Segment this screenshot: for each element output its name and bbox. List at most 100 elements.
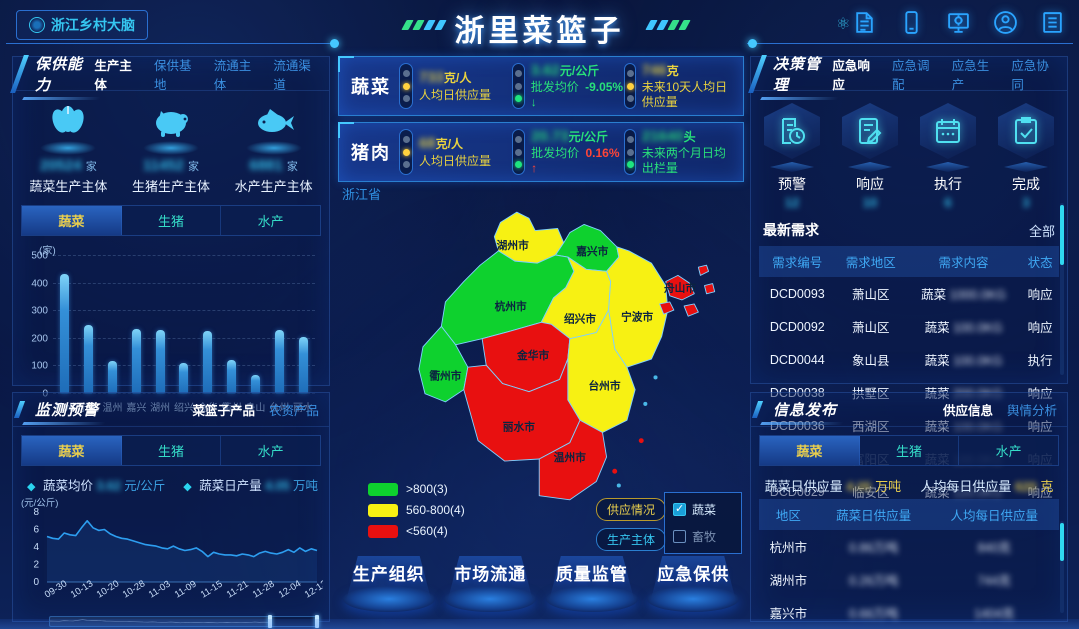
legend-daily-output[interactable]: ◆ 蔬菜日产量 4.05 万吨 (183, 479, 319, 493)
table-row[interactable]: 湖州市 0.26万吨 744克 (769, 574, 1011, 588)
info-scrollbar[interactable] (1060, 521, 1064, 613)
step-pedestal (770, 162, 814, 172)
map-region-taizhou[interactable] (567, 309, 636, 433)
svg-text:4: 4 (33, 542, 39, 553)
monitor-gear-icon[interactable] (946, 10, 971, 35)
checkbox-livestock[interactable]: 畜牧 (673, 528, 733, 545)
status-lights (399, 129, 413, 175)
table-row[interactable]: DCD0093 萧山区 蔬菜 1000.0KG 响应 (769, 286, 1053, 303)
production-org-button[interactable]: 生产组织 (341, 556, 437, 614)
subtab-aquatic[interactable]: 水产 (257, 214, 284, 229)
bar-台州[interactable] (274, 329, 284, 394)
toggle-supply-status[interactable]: 供应情况 (596, 498, 667, 521)
subtab-pig[interactable]: 生猪 (122, 206, 222, 235)
bar-绍兴[interactable] (179, 362, 189, 394)
bar-舟山[interactable] (250, 375, 260, 394)
tab-basket-products[interactable]: 菜篮子产品 (192, 404, 255, 418)
table-row[interactable]: 杭州市 0.86万吨 840克 (769, 541, 1011, 555)
stat-value: 68克/人 (419, 135, 464, 153)
tab-circulation-channel[interactable]: 流通渠道 (273, 58, 311, 92)
datazoom-handle-right[interactable] (315, 615, 319, 628)
bar-衢州[interactable] (227, 359, 237, 394)
brand-badge[interactable]: 浙江乡村大脑 (16, 10, 148, 40)
bar-宁波[interactable] (84, 325, 94, 394)
table-header-row: 地区 蔬菜日供应量 人均每日供应量 (759, 499, 1059, 530)
stat-label: 人均日供应量 (419, 87, 492, 102)
stat-vegetable-producers: 20524 家 蔬菜生产主体 (20, 101, 116, 195)
document-icon[interactable] (852, 10, 877, 35)
checkbox-vegetable[interactable]: 蔬菜 (673, 501, 733, 518)
toggle-producers[interactable]: 生产主体 (596, 528, 667, 551)
tab-emergency-coordination[interactable]: 应急协同 (1011, 58, 1049, 92)
subtab-vegetable[interactable]: 蔬菜 (760, 436, 860, 465)
phone-icon[interactable] (899, 10, 924, 35)
map-region-lishui[interactable] (463, 358, 581, 462)
decision-steps: 预警 12 响应 10 执行 6 完成 3 (751, 91, 1067, 210)
bar-嘉兴[interactable] (131, 329, 141, 394)
step-warning[interactable]: 预警 12 (757, 103, 827, 210)
info-publish-panel: 信息发布 供应信息 舆情分析 蔬菜 生猪 水产 蔬菜日供应量 4.05 万吨 人… (750, 392, 1068, 622)
y-axis-tick: 500 (31, 250, 48, 262)
stat-label: 未来两个月日均出栏量 (641, 146, 726, 176)
column-header: 状态 (1021, 246, 1059, 277)
map-region-zhoushan[interactable] (659, 264, 716, 317)
subtab-aquatic[interactable]: 水产 (995, 444, 1022, 459)
subtab-vegetable[interactable]: 蔬菜 (22, 206, 122, 235)
table-row[interactable]: DCD0029 临安区 蔬菜 120.0KG 响应 (769, 484, 1053, 501)
quality-supervision-button[interactable]: 质量监管 (544, 556, 640, 614)
table-header-row: 需求编号 需求地区 需求内容 状态 (759, 246, 1059, 277)
bar-温州[interactable] (108, 360, 118, 394)
table-row[interactable]: 嘉兴市 0.66万吨 1404克 (769, 607, 1015, 621)
stat-group: 733克/人 人均日供应量 (399, 63, 512, 109)
datazoom-handle-left[interactable] (267, 615, 272, 628)
step-response[interactable]: 响应 10 (835, 103, 905, 210)
subtab-aquatic[interactable]: 水产 (257, 444, 284, 459)
bar-丽水[interactable] (298, 337, 308, 394)
bar-金华[interactable] (203, 330, 213, 394)
x-axis-label: 衢州 (221, 403, 242, 414)
demand-scrollbar[interactable] (1060, 203, 1064, 375)
header: 浙江乡村大脑 浙里菜篮子 ⚛ (0, 0, 1079, 48)
datazoom-slider[interactable] (49, 615, 319, 628)
view-all-link[interactable]: 全部 (1028, 223, 1055, 239)
supply-subtabs: 蔬菜 生猪 水产 (21, 205, 321, 236)
map-region-ningbo[interactable] (606, 246, 669, 368)
tab-emergency-dispatch[interactable]: 应急调配 (892, 58, 930, 92)
step-complete[interactable]: 完成 3 (991, 103, 1061, 210)
fish-icon (257, 109, 294, 132)
tab-sentiment-analysis[interactable]: 舆情分析 (1006, 404, 1057, 418)
subtab-pig[interactable]: 生猪 (122, 436, 222, 465)
market-circulation-button[interactable]: 市场流通 (442, 556, 538, 614)
table-row[interactable]: DCD0044 象山县 蔬菜 100.0KG 执行 (769, 352, 1053, 369)
tab-circulation-entity[interactable]: 流通主体 (213, 58, 252, 92)
step-execute[interactable]: 执行 6 (913, 103, 983, 210)
info-summary: 蔬菜日供应量 4.05 万吨 人均每日供应量 620 克 (751, 466, 1067, 499)
subtab-vegetable[interactable]: 蔬菜 (22, 436, 122, 465)
bar-杭州[interactable] (60, 273, 70, 394)
user-icon[interactable] (993, 10, 1018, 35)
stat-label: 批发均价 0.16% ↑ (531, 146, 620, 176)
page-title: 浙里菜篮子 (454, 15, 625, 48)
decision-panel-title: 决策管理 (765, 53, 832, 95)
legend-swatch (368, 482, 398, 496)
table-row[interactable]: DCD0092 萧山区 蔬菜 100.0KG 响应 (769, 319, 1053, 336)
monitor-panel-title: 监测预警 (27, 399, 99, 420)
stat-label: 未来10天人均日供应量 (641, 80, 728, 110)
tab-supply-base[interactable]: 保供基地 (154, 58, 192, 92)
table-row[interactable]: DCD0038 拱墅区 蔬菜 200.0KG 响应 (769, 385, 1053, 402)
legend-avg-price[interactable]: ◆ 蔬菜均价 3.62 元/公斤 (27, 479, 166, 493)
tab-agri-products[interactable]: 农资产品 (268, 404, 319, 418)
tab-emergency-production[interactable]: 应急生产 (951, 58, 990, 92)
list-icon[interactable] (1040, 10, 1065, 35)
tab-supply-info[interactable]: 供应信息 (942, 404, 993, 418)
map-region-quzhou[interactable] (418, 325, 469, 403)
emergency-supply-button[interactable]: 应急保供 (645, 556, 741, 614)
decision-management-panel: 决策管理 应急响应 应急调配 应急生产 应急协同 预警 12 响应 10 执行 … (750, 53, 1068, 500)
decision-panel-tabs: 应急响应 应急调配 应急生产 应急协同 (832, 55, 1057, 93)
bar-湖州[interactable] (155, 329, 165, 394)
datazoom-selection[interactable] (50, 617, 270, 626)
tab-production-entity[interactable]: 生产主体 (94, 58, 132, 92)
tab-emergency-response[interactable]: 应急响应 (832, 58, 870, 92)
map-region-wenzhou[interactable] (538, 419, 608, 501)
subtab-pig[interactable]: 生猪 (860, 436, 960, 465)
